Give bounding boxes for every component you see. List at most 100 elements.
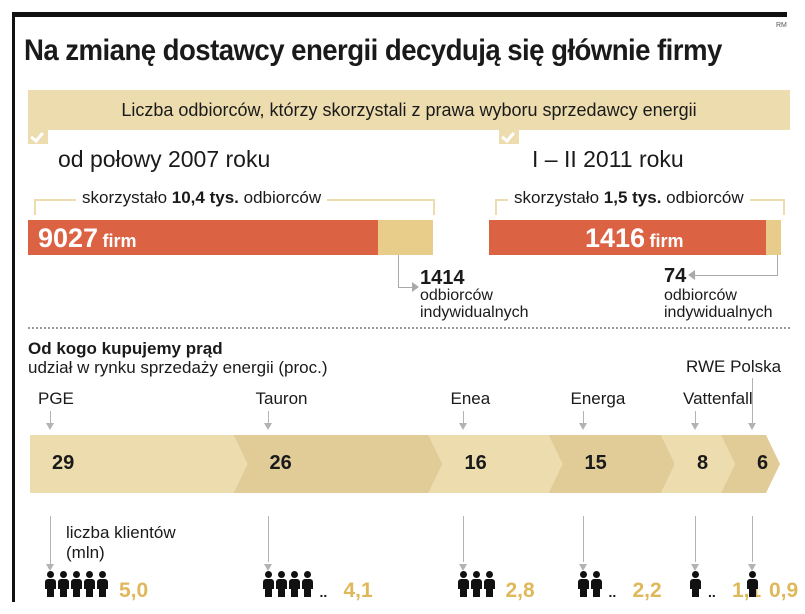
arrow-down-icon: [263, 564, 272, 571]
rm-mark: RM: [776, 22, 787, 29]
partial-person-icon: ..: [608, 584, 617, 600]
firms-bar-2: [489, 220, 767, 255]
share-segment-tauron: [233, 435, 443, 493]
used-value-2: 1,5 tys.: [603, 188, 662, 207]
arrow-down-icon: [46, 423, 54, 430]
person-icon: [577, 571, 590, 597]
clients-label: liczba klientów (mln): [66, 523, 176, 563]
period-label-2: I – II 2011 roku: [532, 146, 684, 172]
connector-top-tauron: [267, 411, 269, 423]
top-rule: [12, 12, 787, 17]
share-value-energa: 15: [584, 452, 607, 474]
left-rule: [12, 12, 15, 602]
person-icons-vattenfall: ..: [689, 571, 716, 604]
used-value-1: 10,4 tys.: [171, 188, 239, 207]
person-icon: [590, 571, 603, 597]
connector-top-energa: [582, 411, 584, 423]
person-icon: [57, 571, 70, 597]
firms-bar-1: [28, 220, 379, 255]
person-icon: [44, 571, 57, 597]
arrow-line-2: [695, 255, 778, 276]
person-icon: [457, 571, 470, 597]
person-icon: [262, 571, 275, 597]
connector-top-pge: [50, 411, 51, 423]
person-icons-energa: ..: [577, 571, 617, 604]
connector-bottom-enea: [462, 516, 464, 562]
partial-person-icon: ..: [319, 584, 328, 600]
used-total-2: skorzystało 1,5 tys. odbiorców: [508, 188, 750, 208]
person-icon: [689, 571, 702, 597]
individual-label-2a: odbiorców: [664, 287, 737, 304]
share-value-enea: 16: [464, 452, 487, 474]
clients-value-energa: 2,2: [632, 579, 662, 602]
connector-bottom-pge: [50, 516, 51, 566]
share-value-tauron: 26: [269, 452, 292, 474]
individual-value-1: 1414: [420, 267, 465, 289]
company-name-energa: Energa: [570, 389, 626, 408]
arrow-down-icon: [578, 423, 587, 430]
person-icons-enea: [457, 571, 496, 604]
connector-bottom-tauron: [267, 516, 269, 562]
individual-label-1b: indywidualnych: [420, 304, 529, 321]
share-value-vattenfall: 8: [697, 452, 709, 474]
section-divider: [28, 327, 790, 329]
page-title: Na zmianę dostawcy energii decydują się …: [24, 34, 722, 67]
connector-top-rwe-polska: [752, 378, 753, 423]
firms-value-2: 1416: [585, 223, 646, 253]
person-icon: [746, 571, 759, 597]
connector-bottom-rwe-polska: [752, 516, 753, 562]
individual-label-2b: indywidualnych: [664, 304, 773, 321]
firms-unit-1: firm: [102, 231, 137, 251]
connector-bottom-energa: [582, 516, 584, 562]
used-suffix-1: odbiorców: [243, 188, 322, 207]
share-segment-pge: [30, 435, 248, 493]
person-icons-pge: [44, 571, 109, 604]
individual-label-1a: odbiorców: [420, 287, 493, 304]
firms-label-1: 9027 firm: [38, 223, 137, 254]
period-label-1: od połowy 2007 roku: [58, 146, 271, 172]
share-segment-enea: [428, 435, 563, 493]
arrow-right-icon: [412, 282, 419, 292]
clients-value-pge: 5,0: [119, 579, 149, 602]
subtitle: Liczba odbiorców, którzy skorzystali z p…: [121, 100, 697, 120]
person-icons-rwe-polska: [746, 571, 759, 604]
connector-bottom-vattenfall: [695, 516, 696, 562]
arrow-down-icon: [691, 564, 699, 571]
share-value-rwe-polska: 6: [757, 452, 769, 474]
person-icon: [70, 571, 83, 597]
check-icon: [499, 130, 519, 144]
person-icon: [83, 571, 96, 597]
market-share-band: [30, 435, 780, 493]
individual-value-2: 74: [664, 265, 687, 287]
arrow-down-icon: [748, 423, 756, 430]
used-prefix-2: skorzystało: [514, 188, 600, 207]
arrow-down-icon: [578, 564, 587, 571]
market-subtitle: udział w rynku sprzedaży energii (proc.): [28, 358, 328, 377]
company-name-vattenfall: Vattenfall: [683, 389, 753, 408]
used-prefix-1: skorzystało: [82, 188, 168, 207]
arrow-down-icon: [748, 564, 756, 571]
clients-value-rwe-polska: 0,9: [769, 579, 799, 602]
arrow-line-1: [398, 255, 413, 288]
clients-label-2: (mln): [66, 543, 105, 562]
clients-value-enea: 2,8: [505, 579, 535, 602]
arrow-down-icon: [263, 423, 272, 430]
individual-bar-1: [378, 220, 433, 255]
share-segment-vattenfall: [661, 435, 735, 493]
company-name-rwe-polska: RWE Polska: [686, 357, 782, 376]
firms-value-1: 9027: [38, 223, 99, 253]
arrow-left-icon: [688, 270, 695, 280]
used-suffix-2: odbiorców: [666, 188, 744, 207]
person-icons-tauron: ..: [262, 571, 328, 604]
company-name-tauron: Tauron: [255, 389, 308, 408]
person-icon: [301, 571, 314, 597]
firms-label-2: 1416 firm: [585, 223, 684, 254]
used-total-1: skorzystało 10,4 tys. odbiorców: [76, 188, 328, 208]
person-icon: [275, 571, 288, 597]
individual-bar-2: [766, 220, 781, 255]
arrow-down-icon: [458, 564, 467, 571]
share-segment-rwe-polska: [721, 435, 780, 493]
share-segment-energa: [548, 435, 675, 493]
clients-label-1: liczba klientów: [66, 523, 176, 542]
person-icon: [96, 571, 109, 597]
